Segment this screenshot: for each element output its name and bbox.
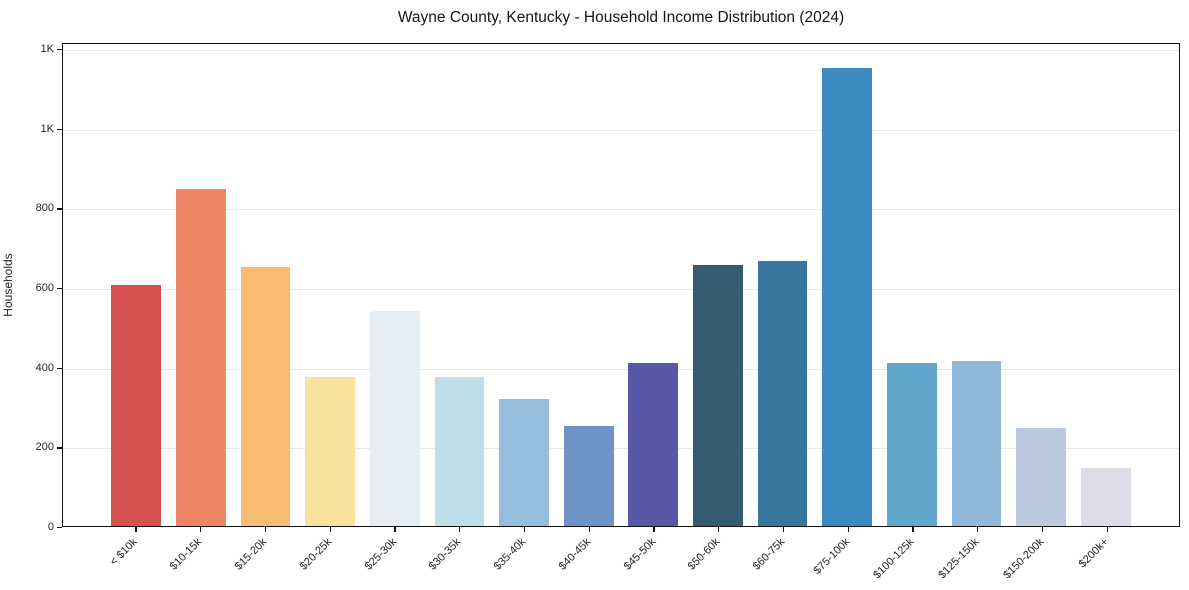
y-tick-mark-2 — [57, 367, 62, 369]
bar-$150-200k — [1016, 428, 1066, 526]
bar-$75-100k — [822, 67, 873, 526]
bar-slot-10 — [750, 44, 815, 526]
y-tick-mark-0 — [57, 527, 62, 529]
bar-slot-7 — [556, 44, 621, 526]
x-tick-label-11: $75-100k — [811, 536, 853, 577]
bar-slot-12 — [880, 44, 945, 526]
x-tick-mark-10 — [782, 527, 785, 532]
bar-slot-1 — [169, 44, 234, 526]
x-tick-label-3: $20-25k — [297, 536, 335, 573]
y-tick-label-6: 1K — [40, 43, 54, 55]
x-tick-label-6: $35-40k — [491, 536, 529, 573]
x-tick-mark-9 — [718, 527, 720, 532]
gridline-600 — [63, 289, 1179, 290]
gridline-800 — [63, 209, 1179, 211]
bar-slot-11 — [815, 44, 880, 526]
bar-slot-15 — [1073, 44, 1138, 526]
y-tick-mark-1 — [57, 447, 62, 449]
bar-$10-15k — [176, 189, 226, 526]
y-tick-mark-6 — [57, 49, 62, 51]
x-tick-label-5: $30-35k — [426, 536, 464, 573]
bar-$125-150k — [951, 360, 1002, 526]
y-tick-label-3: 600 — [35, 282, 54, 294]
y-tick-label-1: 200 — [35, 441, 54, 454]
x-tick-label-8: $45-50k — [621, 536, 658, 573]
bar-$15-20k — [240, 267, 291, 526]
bar-$20-25k — [305, 376, 356, 526]
x-tick-label-14: $150-200k — [1001, 536, 1047, 582]
y-tick-label-4: 800 — [35, 202, 54, 215]
bar-< $10k — [111, 285, 162, 526]
y-tick-mark-3 — [57, 288, 62, 290]
bar-slot-13 — [944, 44, 1009, 526]
bar-slot-3 — [298, 44, 363, 526]
x-tick-mark-3 — [329, 527, 331, 532]
bar-slot-6 — [492, 44, 557, 526]
x-tick-label-2: $15-20k — [232, 536, 270, 573]
bar-$50-60k — [693, 265, 743, 526]
x-tick-mark-4 — [394, 527, 396, 532]
bar-$35-40k — [499, 398, 549, 526]
bar-$200k+ — [1080, 468, 1131, 526]
bar-$40-45k — [563, 426, 614, 526]
chart-title: Wayne County, Kentucky - Household Incom… — [397, 9, 845, 26]
bar-$30-35k — [434, 376, 485, 526]
bars-layer — [63, 44, 1179, 526]
x-tick-mark-0 — [135, 527, 137, 532]
x-tick-mark-14 — [1041, 527, 1044, 532]
x-tick-mark-6 — [523, 527, 526, 532]
x-tick-label-15: $200k+ — [1076, 536, 1112, 571]
x-tick-mark-13 — [977, 527, 979, 532]
x-tick-mark-8 — [653, 527, 655, 532]
gridline-1200 — [63, 50, 1179, 51]
y-tick-label-5: 1K — [40, 122, 54, 135]
x-tick-mark-2 — [264, 527, 267, 532]
bar-slot-0 — [104, 44, 169, 526]
x-tick-label-1: $10-15k — [167, 536, 205, 573]
bar-slot-9 — [686, 44, 751, 526]
x-tick-label-9: $50-60k — [685, 536, 723, 573]
x-tick-label-0: < $10k — [107, 536, 140, 569]
x-tick-mark-7 — [588, 527, 590, 532]
bar-slot-5 — [427, 44, 492, 526]
y-tick-label-0: 0 — [47, 521, 54, 533]
bar-$100-125k — [886, 362, 937, 526]
x-tick-mark-15 — [1106, 527, 1108, 532]
x-tick-mark-5 — [459, 527, 461, 532]
x-tick-label-12: $100-125k — [871, 536, 917, 582]
x-tick-label-10: $60-75k — [750, 536, 788, 573]
x-tick-mark-11 — [847, 527, 849, 532]
x-tick-label-4: $25-30k — [362, 536, 399, 573]
bar-slot-14 — [1009, 44, 1074, 526]
y-tick-mark-4 — [57, 208, 62, 210]
bar-slot-2 — [233, 44, 298, 526]
x-tick-label-13: $125-150k — [936, 536, 982, 582]
y-tick-label-2: 400 — [35, 361, 54, 374]
x-tick-mark-12 — [912, 527, 914, 532]
bar-$60-75k — [757, 261, 808, 526]
bar-slot-4 — [363, 44, 428, 526]
gridline-1000 — [63, 129, 1179, 131]
x-tick-label-7: $40-45k — [556, 536, 594, 573]
bar-$45-50k — [628, 362, 679, 526]
x-tick-mark-1 — [200, 527, 202, 532]
bar-$25-30k — [369, 310, 420, 526]
gridline-200 — [63, 448, 1179, 450]
bar-slot-8 — [621, 44, 686, 526]
y-tick-mark-5 — [57, 128, 62, 130]
plot-area — [62, 43, 1180, 527]
gridline-400 — [63, 368, 1179, 370]
